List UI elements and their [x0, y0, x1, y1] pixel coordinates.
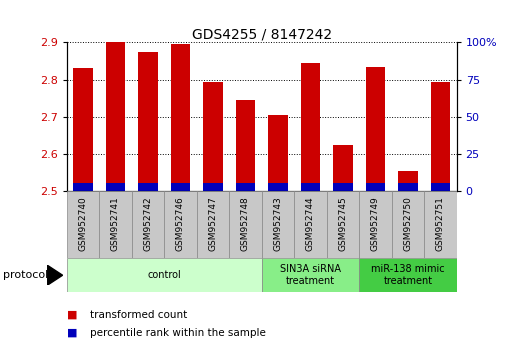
Bar — [424, 191, 457, 258]
Text: GSM952744: GSM952744 — [306, 196, 315, 251]
Bar — [132, 191, 164, 258]
Bar — [359, 258, 457, 292]
Bar — [203, 81, 223, 191]
Bar — [229, 191, 262, 258]
Bar — [235, 183, 255, 191]
Text: transformed count: transformed count — [90, 310, 187, 320]
Bar — [73, 183, 93, 191]
Bar — [67, 258, 262, 292]
Bar — [73, 68, 93, 191]
Text: GSM952747: GSM952747 — [208, 196, 218, 251]
Title: GDS4255 / 8147242: GDS4255 / 8147242 — [191, 27, 332, 41]
Text: GSM952746: GSM952746 — [176, 196, 185, 251]
Bar — [333, 183, 352, 191]
Bar — [262, 258, 359, 292]
Bar — [268, 183, 288, 191]
Text: ■: ■ — [67, 328, 77, 338]
Text: GSM952742: GSM952742 — [144, 196, 152, 251]
Text: GSM952749: GSM952749 — [371, 196, 380, 251]
Text: GSM952748: GSM952748 — [241, 196, 250, 251]
Text: GSM952750: GSM952750 — [403, 196, 412, 251]
Bar — [171, 44, 190, 191]
Bar — [138, 183, 157, 191]
Text: protocol: protocol — [3, 270, 48, 280]
Text: GSM952743: GSM952743 — [273, 196, 282, 251]
Bar — [430, 81, 450, 191]
Text: GSM952751: GSM952751 — [436, 196, 445, 251]
Bar — [359, 191, 391, 258]
Text: SIN3A siRNA
treatment: SIN3A siRNA treatment — [280, 264, 341, 286]
Bar — [196, 191, 229, 258]
Text: GSM952740: GSM952740 — [78, 196, 87, 251]
Bar — [138, 52, 157, 191]
Bar — [67, 191, 99, 258]
Bar — [99, 191, 132, 258]
Bar — [333, 145, 352, 191]
Bar — [106, 183, 125, 191]
Bar — [327, 191, 359, 258]
Bar — [391, 191, 424, 258]
Bar — [366, 67, 385, 191]
Bar — [262, 191, 294, 258]
Bar — [164, 191, 196, 258]
Bar — [398, 183, 418, 191]
Polygon shape — [47, 265, 63, 285]
Bar — [301, 63, 320, 191]
Text: ■: ■ — [67, 310, 77, 320]
Bar — [301, 183, 320, 191]
Text: GSM952745: GSM952745 — [339, 196, 347, 251]
Bar — [430, 183, 450, 191]
Text: percentile rank within the sample: percentile rank within the sample — [90, 328, 266, 338]
Bar — [294, 191, 327, 258]
Text: control: control — [147, 270, 181, 280]
Bar — [366, 183, 385, 191]
Bar — [106, 42, 125, 191]
Bar — [171, 183, 190, 191]
Bar — [268, 115, 288, 191]
Bar — [235, 100, 255, 191]
Text: GSM952741: GSM952741 — [111, 196, 120, 251]
Bar — [203, 183, 223, 191]
Text: miR-138 mimic
treatment: miR-138 mimic treatment — [371, 264, 445, 286]
Bar — [398, 171, 418, 191]
